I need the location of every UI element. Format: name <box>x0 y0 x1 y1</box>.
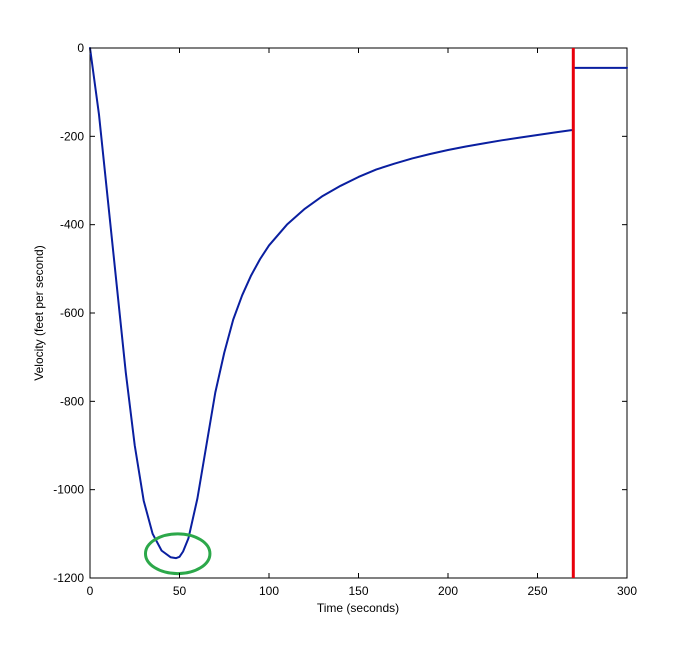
y-axis-label: Velocity (feet per second) <box>32 245 46 380</box>
series-layer <box>89 47 628 560</box>
x-axis-label: Time (seconds) <box>317 601 399 615</box>
x-tick-label: 0 <box>87 584 94 598</box>
y-tick-label: -200 <box>60 129 84 143</box>
x-tick-label: 150 <box>348 584 368 598</box>
x-tick-label: 100 <box>259 584 279 598</box>
y-tick-label: -400 <box>60 218 84 232</box>
y-tick-label: -600 <box>60 306 84 320</box>
x-tick-label: 300 <box>617 584 637 598</box>
y-tick-label: 0 <box>77 41 84 55</box>
y-tick-label: -1200 <box>53 571 84 585</box>
x-tick-label: 50 <box>173 584 187 598</box>
x-tick-label: 250 <box>527 584 547 598</box>
annotation-layer <box>143 48 575 578</box>
y-tick-label: -1000 <box>53 483 84 497</box>
green-minimum-circle <box>143 532 212 576</box>
x-tick-label: 200 <box>438 584 458 598</box>
y-tick-label: -800 <box>60 394 84 408</box>
tick-layer: 0 50 100 150 200 250 300 0 -200 -400 -600 -800 -1000… <box>53 41 637 598</box>
plot-area <box>89 47 628 579</box>
series-line-1 <box>89 47 573 560</box>
